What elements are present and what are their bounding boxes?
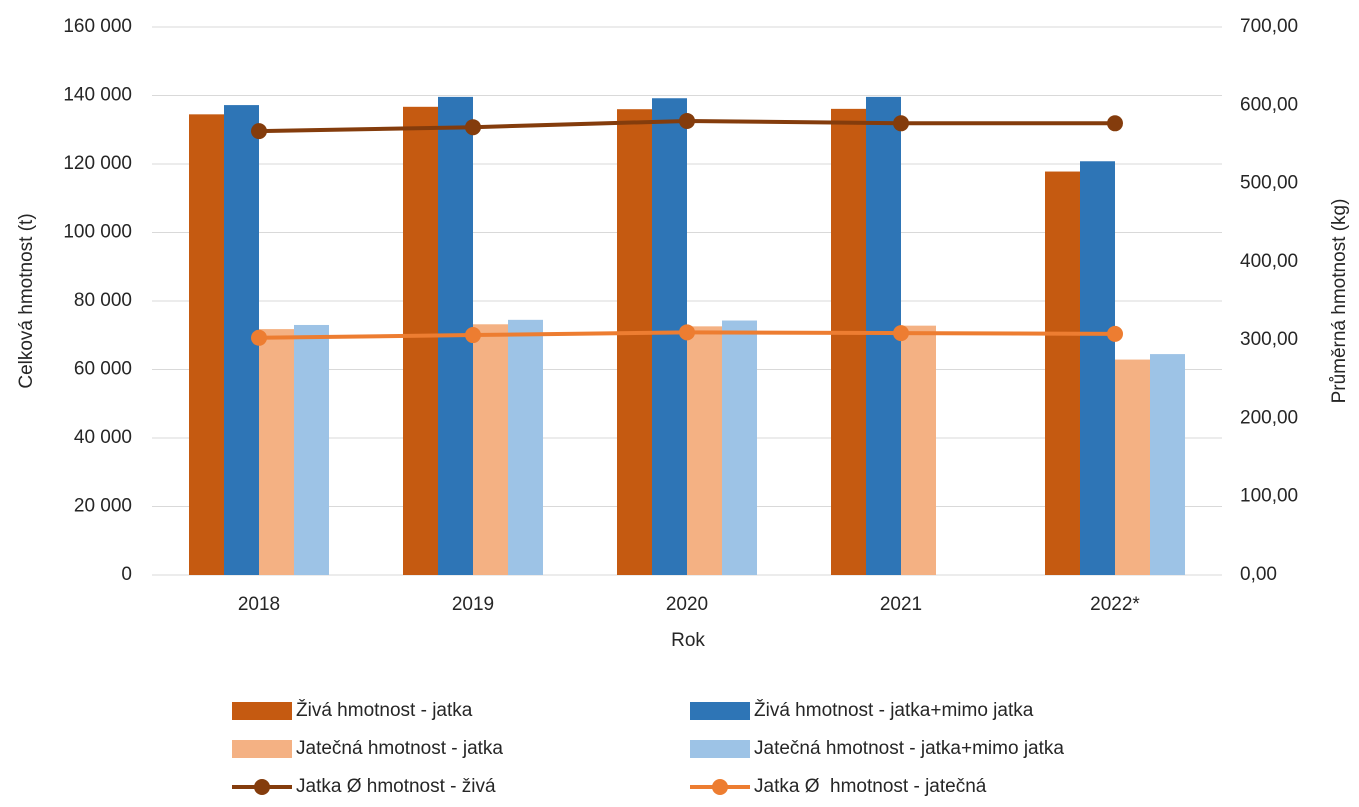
line-marker — [679, 324, 695, 341]
legend-label: Živá hmotnost - jatka — [296, 699, 473, 721]
bar — [403, 106, 438, 576]
y-tick-label: 0 — [121, 564, 132, 585]
bar — [687, 326, 722, 575]
legend-label: Jatečná hmotnost - jatka — [296, 738, 503, 759]
y-tick-label: 140 000 — [63, 85, 132, 106]
y-tick-label: 120 000 — [63, 153, 132, 174]
legend-label: Jatečná hmotnost - jatka+mimo jatka — [754, 738, 1064, 759]
bar — [1080, 161, 1115, 575]
x-tick-label: 2018 — [238, 594, 280, 615]
y2-tick-label: 500,00 — [1240, 173, 1298, 194]
legend-marker — [254, 779, 270, 795]
x-axis-title: Rok — [671, 630, 705, 651]
bar — [259, 329, 294, 575]
y-tick-label: 100 000 — [63, 222, 132, 243]
y-tick-label: 60 000 — [74, 359, 132, 380]
line-marker — [251, 123, 267, 140]
bar — [617, 109, 652, 575]
line-marker — [465, 327, 481, 344]
y2-tick-label: 100,00 — [1240, 486, 1298, 507]
bar — [831, 108, 866, 576]
y2-tick-label: 400,00 — [1240, 251, 1298, 272]
bar — [508, 319, 543, 575]
y-tick-label: 80 000 — [74, 290, 132, 311]
y-tick-label: 40 000 — [74, 427, 132, 448]
legend-swatch — [232, 740, 292, 758]
line-marker — [893, 115, 909, 132]
line-marker — [1107, 325, 1123, 342]
legend-swatch — [232, 702, 292, 720]
legend-label: Živá hmotnost - jatka+mimo jatka — [754, 699, 1034, 721]
y2-axis-title: Průměrná hmotnost (kg) — [1329, 199, 1350, 404]
legend-label: Jatka Ø hmotnost - jatečná — [754, 776, 987, 797]
bar — [473, 324, 508, 575]
y-axis-title: Celková hmotnost (t) — [16, 213, 37, 388]
line-marker — [679, 112, 695, 129]
legend-swatch — [690, 702, 750, 720]
line-marker — [251, 329, 267, 346]
x-tick-label: 2022* — [1090, 594, 1140, 615]
bar — [189, 114, 224, 576]
y2-tick-label: 200,00 — [1240, 407, 1298, 428]
y-tick-label: 160 000 — [63, 16, 132, 37]
x-tick-label: 2021 — [880, 594, 922, 615]
y2-tick-label: 600,00 — [1240, 94, 1298, 115]
line-marker — [893, 325, 909, 342]
bar — [901, 325, 936, 575]
y2-tick-label: 700,00 — [1240, 16, 1298, 37]
line-marker — [465, 119, 481, 136]
y-tick-label: 20 000 — [74, 496, 132, 517]
x-tick-label: 2019 — [452, 594, 494, 615]
bar — [294, 324, 329, 575]
y2-tick-label: 300,00 — [1240, 329, 1298, 350]
legend-swatch — [690, 740, 750, 758]
line-marker — [1107, 115, 1123, 132]
legend-label: Jatka Ø hmotnost - živá — [296, 776, 496, 797]
legend-marker — [712, 779, 728, 795]
bar — [1150, 354, 1185, 575]
bar — [1045, 171, 1080, 575]
bar — [722, 320, 757, 575]
bar — [1115, 359, 1150, 575]
y2-tick-label: 0,00 — [1240, 564, 1277, 585]
x-tick-label: 2020 — [666, 594, 708, 615]
